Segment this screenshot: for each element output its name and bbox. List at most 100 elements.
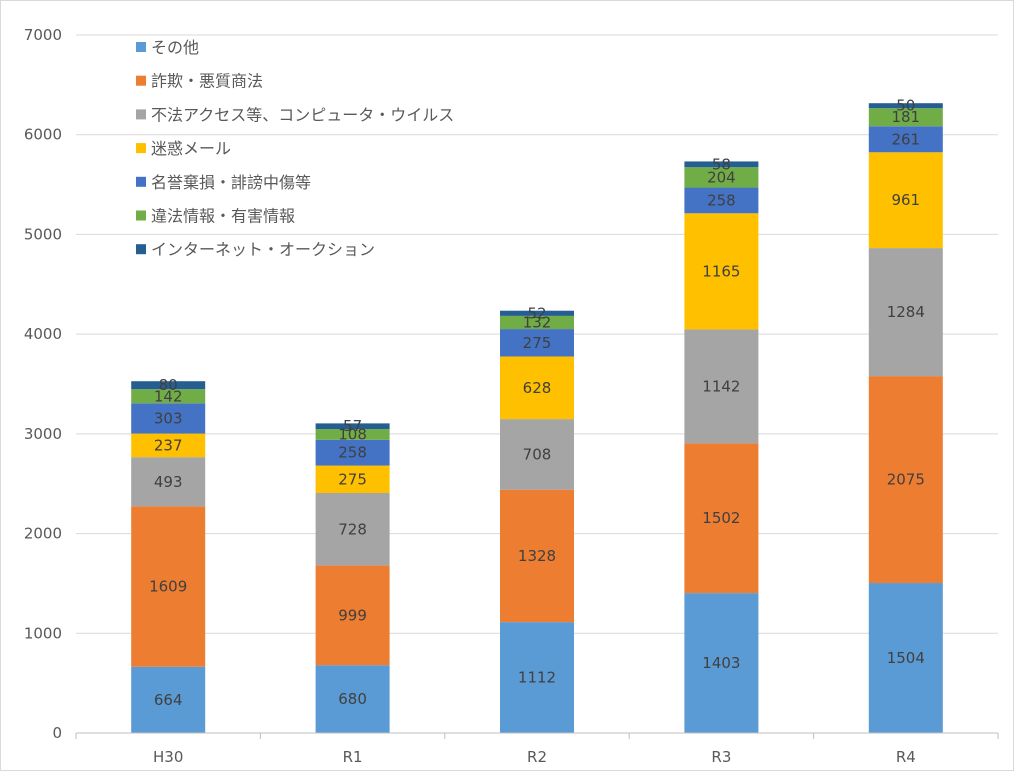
legend-label: 不法アクセス等、コンピュータ・ウイルス (151, 105, 454, 124)
bar-segment (868, 376, 943, 584)
legend-swatch (136, 176, 146, 187)
data-label: 58 (712, 155, 731, 173)
legend-swatch (136, 109, 146, 120)
bar-segment (500, 356, 574, 420)
bar-segment (315, 565, 390, 666)
y-tick-label: 0 (52, 724, 62, 742)
data-label: 1403 (702, 654, 740, 672)
bar-segment (500, 315, 574, 330)
bar-segment (500, 622, 574, 733)
data-label: 961 (891, 191, 920, 209)
data-label: 275 (523, 334, 552, 352)
legend-swatch (136, 143, 146, 154)
data-label: 108 (338, 425, 367, 443)
x-tick-label: H30 (153, 748, 183, 766)
data-label: 1502 (702, 509, 740, 527)
data-label: 303 (154, 409, 183, 427)
legend-swatch (136, 42, 146, 52)
data-label: 1142 (702, 377, 740, 395)
bar-segment (131, 381, 206, 390)
data-label: 708 (523, 445, 552, 463)
data-label: 628 (523, 379, 552, 397)
data-label: 50 (896, 97, 915, 115)
legend-swatch (136, 210, 146, 221)
data-label: 258 (707, 191, 736, 209)
bar-segment (315, 439, 390, 466)
bar-segment (315, 423, 390, 430)
bar-segment (500, 310, 574, 316)
data-label: 80 (159, 376, 178, 394)
y-tick-label: 1000 (24, 624, 62, 642)
x-tick-label: R1 (343, 748, 363, 766)
data-label: 258 (338, 444, 367, 462)
data-labels: 6641609493237303142806809997282752581085… (149, 97, 925, 709)
legend-label: 名誉棄損・誹謗中傷等 (151, 173, 311, 192)
legend-label: 詐欺・悪質商法 (151, 72, 263, 91)
data-label: 1504 (887, 649, 925, 667)
data-label: 2075 (887, 471, 925, 489)
bar-segment (131, 506, 206, 667)
bar-segment (315, 429, 390, 440)
data-label: 275 (338, 470, 367, 488)
data-label: 52 (527, 304, 546, 322)
bar-segment (868, 108, 943, 127)
data-label: 204 (707, 168, 736, 186)
data-label: 1112 (518, 669, 556, 687)
y-tick-label: 4000 (24, 325, 62, 343)
data-label: 57 (343, 417, 362, 435)
bar-segment (868, 152, 943, 249)
data-label: 664 (154, 691, 183, 709)
bar-segment (868, 248, 943, 377)
data-label: 1328 (518, 547, 556, 565)
bar-segment (868, 126, 943, 153)
legend-label: インターネット・オークション (151, 240, 375, 259)
x-tick-label: R4 (896, 748, 916, 766)
data-label: 680 (338, 690, 367, 708)
y-tick-label: 7000 (24, 26, 62, 44)
bar-segment (131, 666, 206, 733)
legend-label: 違法情報・有害情報 (151, 207, 295, 226)
legend-swatch (136, 75, 146, 86)
data-label: 142 (154, 387, 183, 405)
legend: その他詐欺・悪質商法不法アクセス等、コンピュータ・ウイルス迷惑メール名誉棄損・誹… (136, 38, 454, 259)
y-tick-label: 2000 (24, 525, 62, 543)
data-label: 1165 (702, 262, 740, 280)
bar-segment (315, 465, 390, 493)
data-label: 728 (338, 520, 367, 538)
axes: 0 1000 2000 3000 4000 5000 6000 7000 H30 R1 R2 R3 R4 (24, 26, 999, 766)
data-label: 237 (154, 436, 183, 454)
bar-segment (868, 583, 943, 733)
x-tick-label: R2 (527, 748, 547, 766)
bar-segment (684, 443, 759, 594)
data-label: 1609 (149, 578, 187, 596)
bar-segment (684, 167, 759, 188)
legend-label: その他 (151, 38, 199, 57)
x-tick-label: R3 (711, 748, 731, 766)
data-label: 999 (338, 606, 367, 624)
data-label: 261 (891, 130, 920, 148)
data-label: 132 (523, 313, 552, 331)
y-tick-label: 3000 (24, 425, 62, 443)
bar-segment (500, 489, 574, 623)
bar-segment (684, 187, 759, 214)
legend-label: 迷惑メール (151, 139, 231, 158)
bar-segment (131, 403, 206, 434)
bars (131, 103, 943, 733)
bar-segment (131, 389, 206, 404)
bar-segment (868, 103, 943, 109)
bar-segment (131, 433, 206, 458)
bar-segment (131, 457, 206, 507)
y-tick-label: 5000 (24, 225, 62, 243)
data-label: 181 (891, 108, 920, 126)
bar-segment (684, 593, 759, 733)
y-tick-label: 6000 (24, 126, 62, 144)
bar-segment (315, 492, 390, 566)
bar-segment (684, 329, 759, 444)
legend-swatch (136, 244, 146, 255)
data-label: 1284 (887, 303, 925, 321)
bar-segment (500, 419, 574, 490)
bar-segment (315, 665, 390, 733)
data-label: 493 (154, 473, 183, 491)
